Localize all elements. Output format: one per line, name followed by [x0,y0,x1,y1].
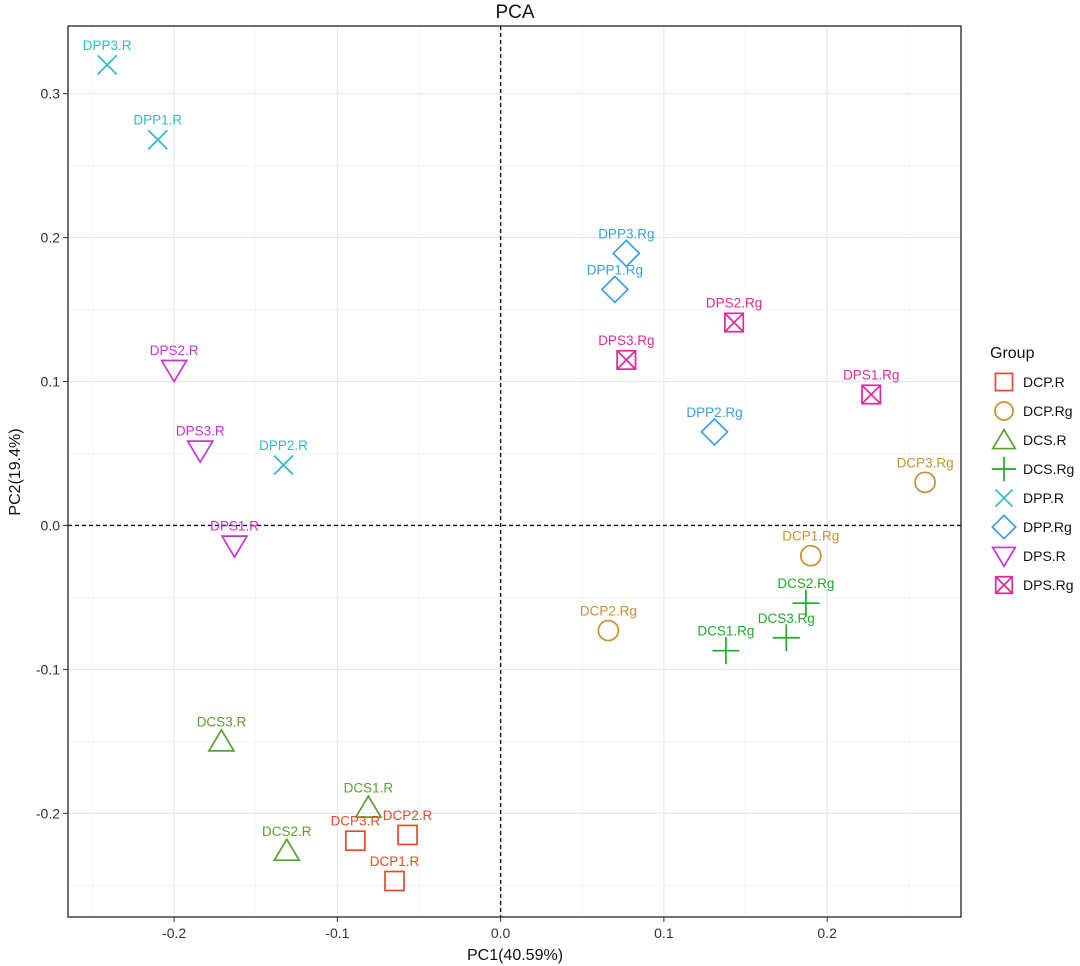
x-tick-label: -0.2 [162,925,186,941]
point-dcp3-r [344,830,366,852]
legend-item-dpp-rg: DPP.Rg [991,514,1072,540]
legend-item-dpp-r: DPP.R [994,488,1064,508]
point-label-dpp1-rg: DPP1.Rg [587,262,643,277]
point-dcs3-r [207,728,236,752]
point-label-dps3-r: DPS3.R [176,424,225,439]
point-dpp1-r [147,129,168,150]
y-axis-label: PC2(19.4%) [7,428,24,515]
point-dcs1-rg [712,637,740,665]
y-tick-label: 0.1 [41,374,61,390]
point-label-dpp3-rg: DPP3.Rg [598,226,654,241]
point-label-dpp1-r: DPP1.R [133,113,182,128]
point-dcs2-r [272,837,301,862]
y-tick-label: -0.1 [36,661,60,677]
point-label-dcs3-r: DCS3.R [197,714,247,729]
point-dps1-rg [861,384,882,405]
y-tick-label: 0.2 [41,230,61,246]
legend-label-dcs-r: DCS.R [1023,432,1067,448]
point-dcs2-rg [792,589,820,617]
point-label-dpp2-rg: DPP2.Rg [686,405,742,420]
point-label-dpp2-r: DPP2.R [259,438,308,453]
x-tick-label: -0.1 [325,925,349,941]
point-label-dcs3-rg: DCS3.Rg [758,611,815,626]
data-points [97,54,936,892]
legend-key-dps-rg [994,575,1014,595]
point-dps3-rg [616,349,637,370]
legend-item-dcs-r: DCS.R [991,427,1067,450]
legend-label-dcp-r: DCP.R [1023,374,1065,390]
x-tick-label: 0.2 [817,925,837,941]
x-axis-label: PC1(40.59%) [467,947,563,964]
point-dps2-r [160,359,189,384]
point-dpp3-rg [612,239,641,268]
point-label-dps3-rg: DPS3.Rg [598,333,654,348]
legend-item-dps-r: DPS.R [991,546,1066,569]
point-label-dps1-r: DPS1.R [210,519,259,534]
legend-item-dcp-rg: DCP.Rg [994,401,1073,421]
point-label-dps2-r: DPS2.R [150,343,199,358]
point-label-dcp1-r: DCP1.R [370,854,420,869]
point-dpp1-rg [600,275,630,304]
point-dps3-r [186,440,215,464]
legend-label-dcp-rg: DCP.Rg [1023,403,1073,419]
legend-title: Group [990,345,1035,362]
point-dps1-r [220,535,249,559]
point-label-dps2-rg: DPS2.Rg [706,296,762,311]
point-label-dcs2-r: DCS2.R [262,824,312,839]
point-label-dpp3-r: DPP3.R [83,38,132,53]
legend-key-dcs-rg [991,456,1017,482]
x-tick-label: 0.1 [654,925,674,941]
x-tick-label: 0.0 [491,925,511,941]
legend-item-dcp-r: DCP.R [994,372,1065,392]
legend-key-dps-r [991,546,1017,569]
point-dpp2-rg [700,417,729,447]
point-dcs1-r [354,794,383,818]
x-axis-ticks: -0.2 -0.1 0.0 0.1 0.2 [162,917,837,941]
point-label-dcs1-rg: DCS1.Rg [697,624,754,639]
legend-label-dcs-rg: DCS.Rg [1023,461,1074,477]
point-dcp2-rg [597,619,620,642]
reference-lines [68,26,961,917]
point-label-dps1-rg: DPS1.Rg [843,367,899,382]
y-axis-ticks: -0.2 -0.1 0.0 0.1 0.2 0.3 [36,86,68,821]
point-label-dcs1-r: DCS1.R [344,781,394,796]
chart-title: PCA [495,2,534,23]
point-label-dcp3-r: DCP3.R [331,814,381,829]
y-tick-label: 0.0 [41,517,61,533]
plot-panel-border [67,25,962,918]
legend-key-dpp-rg [991,514,1017,540]
point-dcp3-rg [914,471,936,494]
point-dcp2-r [397,824,418,846]
y-tick-label: -0.2 [36,805,60,821]
point-label-dcp1-rg: DCP1.Rg [782,529,839,544]
point-dpp2-r [273,454,294,476]
point-dcp1-rg [799,544,822,567]
legend-label-dpp-r: DPP.R [1023,490,1064,506]
point-dcp1-r [384,870,405,892]
legend-label-dps-r: DPS.R [1023,548,1066,564]
point-label-dcs2-rg: DCS2.Rg [777,576,834,591]
gridlines [68,26,961,917]
point-label-dcp2-rg: DCP2.Rg [580,604,637,619]
point-dps2-rg [724,312,745,333]
legend-item-dcs-rg: DCS.Rg [991,456,1074,482]
legend-label-dps-rg: DPS.Rg [1023,577,1074,593]
legend-label-dpp-rg: DPP.Rg [1023,519,1072,535]
legend-item-dps-rg: DPS.Rg [994,575,1074,595]
legend-key-dcp-rg [994,401,1014,421]
point-dpp3-r [97,54,118,75]
point-label-dcp2-r: DCP2.R [383,808,433,823]
y-tick-label: 0.3 [41,86,61,102]
point-dcs3-rg [772,624,800,652]
legend: Group DCP.R DCP.Rg DCS.R DCS.Rg DPP.R DPP.Rg D… [990,345,1074,595]
legend-key-dcs-r [991,427,1017,450]
legend-key-dpp-r [994,488,1014,508]
legend-key-dcp-r [994,372,1014,392]
point-label-dcp3-rg: DCP3.Rg [897,455,954,470]
